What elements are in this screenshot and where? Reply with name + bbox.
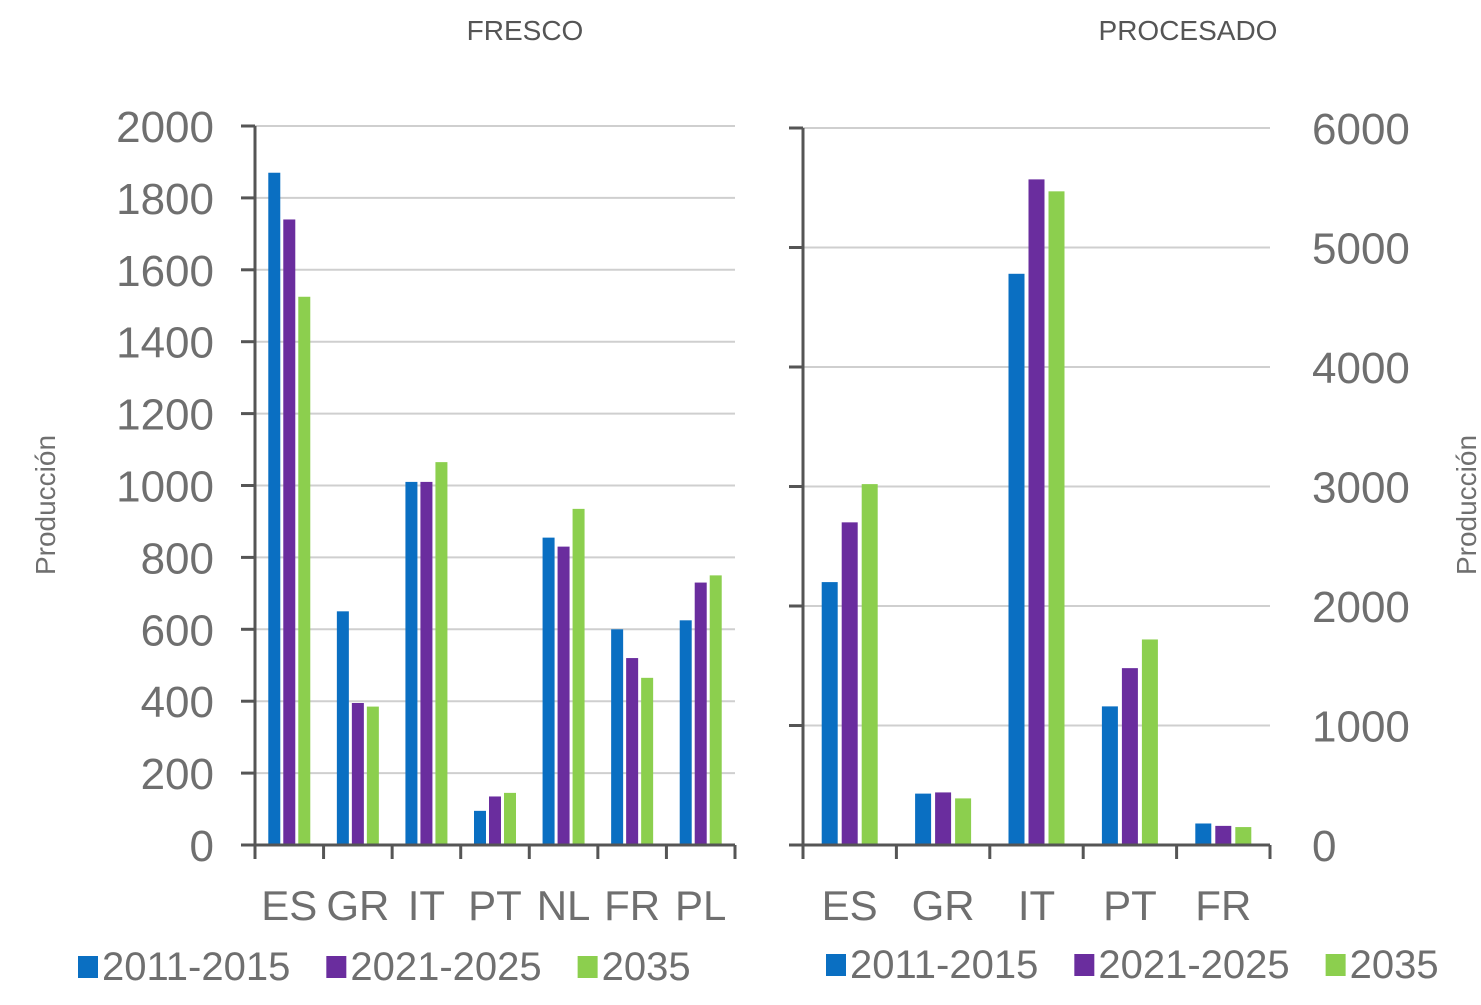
- procesado-legend-swatch-2035: [1325, 954, 1346, 976]
- procesado-y-tick-label: 3000: [1312, 464, 1410, 513]
- fresco-legend: 2011-2015 2021-2025 2035: [78, 945, 691, 989]
- fresco-x-tick-labels: ES GR IT PT NL FR PL: [261, 882, 726, 929]
- fresco-y-tick-label: 400: [141, 678, 214, 727]
- fresco-legend-label-2035: 2035: [602, 945, 691, 989]
- fresco-bar-pt-2035: [504, 792, 516, 845]
- procesado-y-tick-label: 0: [1312, 822, 1336, 871]
- procesado-title: PROCESADO: [1099, 15, 1278, 46]
- procesado-bar-it-2011-2015: [1008, 273, 1025, 845]
- fresco-y-tick-label: 1800: [116, 175, 214, 224]
- fresco-legend-swatch-2035: [577, 956, 598, 978]
- procesado-bar-gr-2011-2015: [915, 793, 932, 845]
- fresco-bar-it-2021-2025: [420, 481, 433, 845]
- procesado-legend-swatch-2011-2015: [826, 954, 846, 976]
- procesado-x-tick-label: PT: [1103, 882, 1157, 929]
- fresco-y-tick-label: 600: [141, 606, 214, 655]
- procesado-x-tick-label: GR: [912, 882, 975, 929]
- fresco-bar-gr-2011-2015: [336, 611, 349, 845]
- fresco-bar-fr-2035: [641, 677, 654, 845]
- fresco-y-axis-title: Producción: [30, 435, 61, 575]
- fresco-y-tick-labels: 0 200 400 600 800 1000 1200 1400 1600 1800 2000: [116, 103, 214, 871]
- fresco-gridlines: [255, 125, 735, 775]
- procesado-bar-it-2021-2025: [1028, 179, 1045, 845]
- fresco-bar-it-2011-2015: [405, 481, 418, 845]
- fresco-bar-es-2011-2015: [268, 172, 281, 846]
- procesado-bar-gr-2035: [955, 798, 972, 845]
- fresco-legend-label-2011-2015: 2011-2015: [102, 945, 290, 989]
- procesado-bar-pt-2011-2015: [1101, 706, 1118, 845]
- procesado-y-tick-labels: 0 1000 2000 3000 4000 5000 6000: [1312, 105, 1410, 871]
- procesado-y-tick-label: 1000: [1312, 703, 1410, 752]
- fresco-bar-nl-2021-2025: [557, 546, 570, 845]
- fresco-bar-es-2035: [298, 296, 311, 845]
- fresco-bar-fr-2021-2025: [626, 658, 639, 845]
- fresco-bar-nl-2011-2015: [542, 537, 555, 845]
- procesado-bar-pt-2035: [1141, 639, 1158, 845]
- fresco-bar-pl-2011-2015: [679, 620, 692, 845]
- fresco-legend-swatch-2021-2025: [326, 956, 347, 978]
- fresco-legend-label-2021-2025: 2021-2025: [350, 945, 541, 989]
- fresco-bar-pt-2011-2015: [474, 810, 486, 845]
- fresco-x-tick-label: PL: [675, 882, 726, 929]
- fresco-x-tick-label: NL: [537, 882, 591, 929]
- procesado-bar-es-2011-2015: [821, 582, 838, 845]
- procesado-panel: PROCESADO Producción 0 1000 2000 3000 4000 50…: [789, 15, 1481, 987]
- procesado-bar-it-2035: [1048, 191, 1065, 845]
- fresco-bar-gr-2021-2025: [351, 702, 364, 845]
- fresco-axes: [241, 124, 737, 859]
- fresco-x-tick-label: GR: [326, 882, 389, 929]
- procesado-bar-fr-2035: [1235, 827, 1252, 845]
- procesado-y-axis-title: Producción: [1451, 435, 1481, 575]
- fresco-y-tick-label: 1400: [116, 319, 214, 368]
- procesado-x-tick-labels: ES GR IT PT FR: [822, 882, 1252, 929]
- fresco-title: FRESCO: [467, 15, 584, 46]
- procesado-bar-fr-2021-2025: [1215, 825, 1232, 845]
- fresco-x-tick-label: IT: [408, 882, 445, 929]
- fresco-y-tick-label: 800: [141, 534, 214, 583]
- procesado-axes: [789, 126, 1272, 859]
- procesado-bar-gr-2021-2025: [935, 792, 952, 845]
- fresco-bars: [268, 172, 722, 846]
- fresco-y-tick-label: 0: [190, 822, 214, 871]
- procesado-y-tick-label: 5000: [1312, 225, 1410, 274]
- fresco-bar-fr-2011-2015: [611, 629, 624, 845]
- fresco-bar-es-2021-2025: [283, 219, 296, 846]
- fresco-bar-it-2035: [435, 462, 448, 845]
- procesado-bar-es-2035: [861, 484, 878, 845]
- procesado-legend-label-2021-2025: 2021-2025: [1098, 943, 1289, 987]
- procesado-y-tick-label: 6000: [1312, 105, 1410, 154]
- procesado-bars: [821, 179, 1252, 845]
- procesado-bar-es-2021-2025: [841, 522, 858, 845]
- procesado-legend: 2011-2015 2021-2025 2035: [826, 943, 1439, 987]
- procesado-x-tick-label: ES: [822, 882, 878, 929]
- procesado-x-tick-label: FR: [1195, 882, 1251, 929]
- procesado-y-tick-label: 4000: [1312, 344, 1410, 393]
- procesado-legend-label-2011-2015: 2011-2015: [850, 943, 1038, 987]
- fresco-y-tick-label: 200: [141, 750, 214, 799]
- fresco-bar-gr-2035: [366, 706, 379, 845]
- fresco-x-tick-label: ES: [261, 882, 317, 929]
- fresco-bar-pl-2035: [709, 575, 722, 845]
- fresco-y-tick-label: 1600: [116, 247, 214, 296]
- procesado-bar-fr-2011-2015: [1195, 823, 1212, 845]
- procesado-legend-label-2035: 2035: [1350, 943, 1439, 987]
- fresco-x-tick-label: FR: [604, 882, 660, 929]
- procesado-bar-pt-2021-2025: [1121, 668, 1138, 845]
- fresco-bar-pl-2021-2025: [694, 582, 707, 845]
- fresco-legend-swatch-2011-2015: [78, 956, 98, 978]
- fresco-bar-pt-2021-2025: [489, 796, 501, 845]
- procesado-legend-swatch-2021-2025: [1074, 954, 1095, 976]
- fresco-y-tick-label: 1200: [116, 391, 214, 440]
- procesado-y-tick-label: 2000: [1312, 583, 1410, 632]
- fresco-panel: FRESCO Producción 0 200 400 600 800 1000 1200 1…: [30, 15, 737, 989]
- fresco-y-tick-label: 2000: [116, 103, 214, 152]
- fresco-y-tick-label: 1000: [116, 463, 214, 512]
- fresco-bar-nl-2035: [572, 508, 585, 845]
- procesado-x-tick-label: IT: [1018, 882, 1055, 929]
- fresco-x-tick-label: PT: [468, 882, 522, 929]
